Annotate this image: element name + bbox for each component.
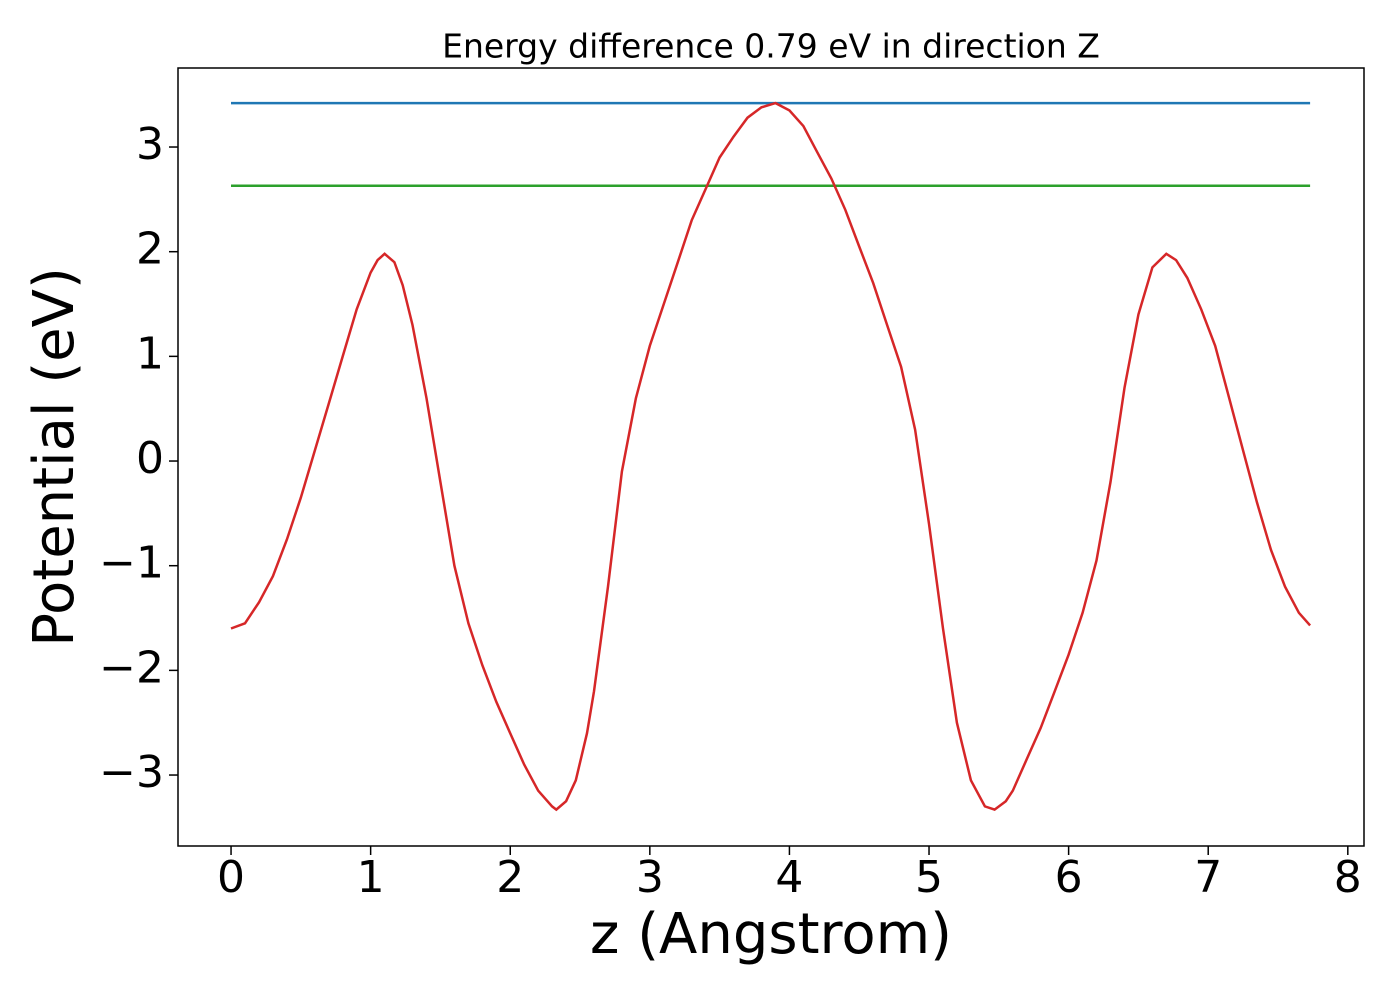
x-tick-label: 4	[775, 852, 803, 903]
y-tick-label: 3	[136, 119, 164, 170]
plot-frame	[177, 67, 1365, 847]
x-tick-label: 8	[1334, 852, 1362, 903]
y-tick-label: −1	[99, 538, 164, 589]
x-tick-label: 7	[1194, 852, 1222, 903]
y-tick-label: 2	[136, 224, 164, 275]
x-tick-label: 1	[357, 852, 385, 903]
chart-title: Energy difference 0.79 eV in direction Z	[442, 27, 1100, 66]
y-tick-label: 1	[136, 328, 164, 379]
y-tick-label: 0	[136, 433, 164, 484]
x-tick-label: 0	[217, 852, 245, 903]
y-axis-label: Potential (eV)	[22, 267, 87, 647]
y-tick-label: −3	[99, 747, 164, 798]
x-axis-label: z (Angstrom)	[590, 902, 952, 967]
x-tick-label: 6	[1055, 852, 1083, 903]
x-tick-label: 2	[496, 852, 524, 903]
line-series	[230, 101, 1312, 812]
y-tick-label: −2	[99, 642, 164, 693]
x-tick-label: 3	[636, 852, 664, 903]
x-tick-label: 5	[915, 852, 943, 903]
